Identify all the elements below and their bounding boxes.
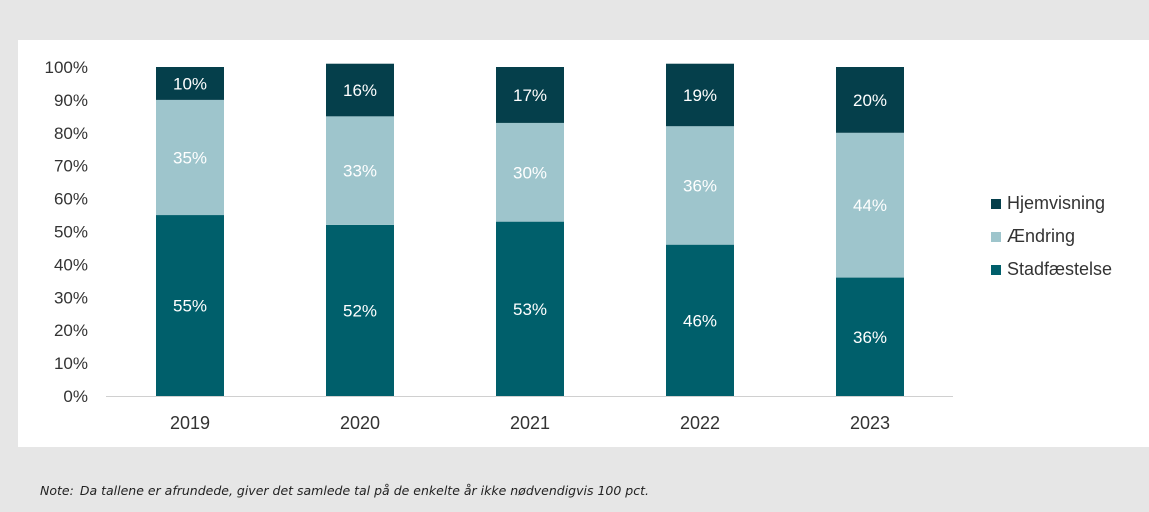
data-label: 36% [853,328,887,347]
data-label: 20% [853,91,887,110]
bar-segment [156,99,224,216]
legend-swatch [991,265,1001,275]
data-label: 35% [173,148,207,167]
data-label: 19% [683,86,717,105]
x-tick-label: 2022 [680,413,720,433]
bar-segment [666,126,734,245]
data-label: 44% [853,196,887,215]
stacked-bar-chart: 0% 10% 20% 30% 40% 50% 60% 70% 80% 90% 100% 55% 35% 1… [45,58,1113,433]
note-text: Da tallene er afrundede, giver det samle… [79,483,649,498]
data-label: 10% [173,74,207,93]
bar-segment [326,116,394,225]
bar-segment [156,215,224,396]
y-tick-label: 0% [63,387,88,406]
legend-label: Stadfæstelse [1007,259,1112,279]
data-label: 53% [513,300,547,319]
legend-swatch [991,199,1001,209]
bar-segment [666,244,734,396]
legend-label: Hjemvisning [1007,193,1105,213]
note-label: Note: [40,483,74,498]
data-label: 46% [683,311,717,330]
y-tick-label: 80% [54,124,88,143]
y-tick-label: 60% [54,190,88,209]
bar-segment [496,221,564,396]
bar-segment [326,63,394,117]
y-tick-label: 30% [54,288,88,307]
bar-segment [666,63,734,127]
legend-label: Ændring [1007,226,1075,246]
bar-segment [836,67,904,133]
x-tick-label: 2019 [170,413,210,433]
data-label: 55% [173,297,207,316]
data-label: 17% [513,86,547,105]
data-label: 30% [513,163,547,182]
data-label: 52% [343,301,377,320]
x-tick-label: 2023 [850,413,890,433]
bar-segment [836,277,904,396]
y-tick-label: 50% [54,223,88,242]
bar-segment [496,122,564,222]
bar-segment [496,67,564,123]
data-label: 16% [343,81,377,100]
chart-panel: 0% 10% 20% 30% 40% 50% 60% 70% 80% 90% 100% 55% 35% 1… [18,40,1149,447]
y-tick-label: 20% [54,321,88,340]
legend-swatch [991,232,1001,242]
y-tick-label: 90% [54,91,88,110]
y-tick-label: 70% [54,157,88,176]
bar-segment [156,67,224,100]
y-tick-label: 100% [45,58,88,77]
data-label: 33% [343,162,377,181]
bar-segment [836,132,904,278]
bar-segment [326,224,394,396]
y-tick-label: 10% [54,354,88,373]
x-tick-label: 2021 [510,413,550,433]
note: Note: Da tallene er afrundede, giver det … [40,483,649,498]
y-tick-label: 40% [54,255,88,274]
x-tick-label: 2020 [340,413,380,433]
data-label: 36% [683,176,717,195]
